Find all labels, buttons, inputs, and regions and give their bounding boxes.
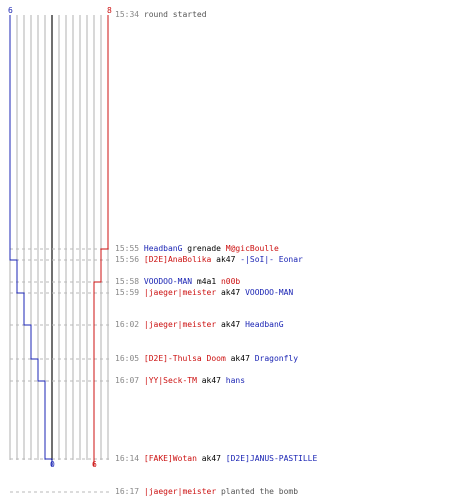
event-time: 16:17 <box>115 487 144 496</box>
event-player: [D2E]AnaBolika <box>143 255 212 264</box>
blue-team-start-count: 6 <box>8 6 13 15</box>
event-weapon: ak47 <box>216 288 246 297</box>
event-player: VOODOO-MAN <box>143 277 193 286</box>
event-row: 15:56 [D2E]AnaBolika ak47 -|SoI|- Eonar <box>115 255 303 265</box>
event-player: |YY|Seck-TM <box>143 376 197 385</box>
blue-team-end-count: 0 <box>50 460 55 469</box>
event-player: |jaeger|meister <box>143 487 217 496</box>
event-player: hans <box>225 376 246 385</box>
event-row: 16:05 [D2E]-Thulsa Doom ak47 Dragonfly <box>115 354 298 364</box>
event-row: 15:59 |jaeger|meister ak47 VOODOO-MAN <box>115 288 293 298</box>
event-weapon: ak47 <box>196 454 226 463</box>
event-player: [D2E]-Thulsa Doom <box>143 354 226 363</box>
event-row: 16:07 |YY|Seck-TM ak47 hans <box>115 376 245 386</box>
event-time: 15:55 <box>115 244 144 253</box>
blue-team-alive-line <box>9 15 53 466</box>
event-weapon: ak47 <box>211 255 241 264</box>
red-team-end-count: 6 <box>92 460 97 469</box>
event-player: HeadbanG <box>143 244 183 253</box>
event-player: M@gicBoulle <box>225 244 279 253</box>
red-team-alive-line <box>93 15 109 466</box>
grid-lines <box>9 15 109 460</box>
event-time: 15:59 <box>115 288 144 297</box>
event-time: 15:56 <box>115 255 144 264</box>
event-player: VOODOO-MAN <box>245 288 294 297</box>
event-player: [FAKE]Wotan <box>143 454 197 463</box>
event-row: 15:34 round started <box>115 10 207 20</box>
event-row: 16:14 [FAKE]Wotan ak47 [D2E]JANUS-PASTIL… <box>115 454 317 464</box>
event-weapon: ak47 <box>225 354 255 363</box>
event-row: 16:02 |jaeger|meister ak47 HeadbanG <box>115 320 284 330</box>
event-row: 16:17 |jaeger|meister planted the bomb <box>115 487 298 497</box>
event-player: |jaeger|meister <box>143 320 217 329</box>
event-weapon: ak47 <box>196 376 226 385</box>
event-time: 16:02 <box>115 320 144 329</box>
event-time: 16:07 <box>115 376 144 385</box>
event-weapon: grenade <box>182 244 226 253</box>
event-time: 15:34 <box>115 10 144 19</box>
event-row: 15:55 HeadbanG grenade M@gicBoulle <box>115 244 279 254</box>
event-player: Dragonfly <box>254 354 299 363</box>
event-weapon: m4a1 <box>192 277 221 286</box>
event-player: n00b <box>220 277 241 286</box>
event-time: 16:05 <box>115 354 144 363</box>
event-player: [D2E]JANUS-PASTILLE <box>225 454 318 463</box>
event-player: -|SoI|- Eonar <box>240 255 303 264</box>
event-player: |jaeger|meister <box>143 288 217 297</box>
event-time: 16:14 <box>115 454 144 463</box>
event-dash-lines <box>10 248 111 493</box>
event-player: HeadbanG <box>245 320 284 329</box>
event-row: 15:58 VOODOO-MAN m4a1 n00b <box>115 277 240 287</box>
event-weapon: ak47 <box>216 320 246 329</box>
event-text: round started <box>143 10 207 19</box>
event-time: 15:58 <box>115 277 144 286</box>
red-team-start-count: 8 <box>107 6 112 15</box>
event-text: planted the bomb <box>216 487 299 496</box>
